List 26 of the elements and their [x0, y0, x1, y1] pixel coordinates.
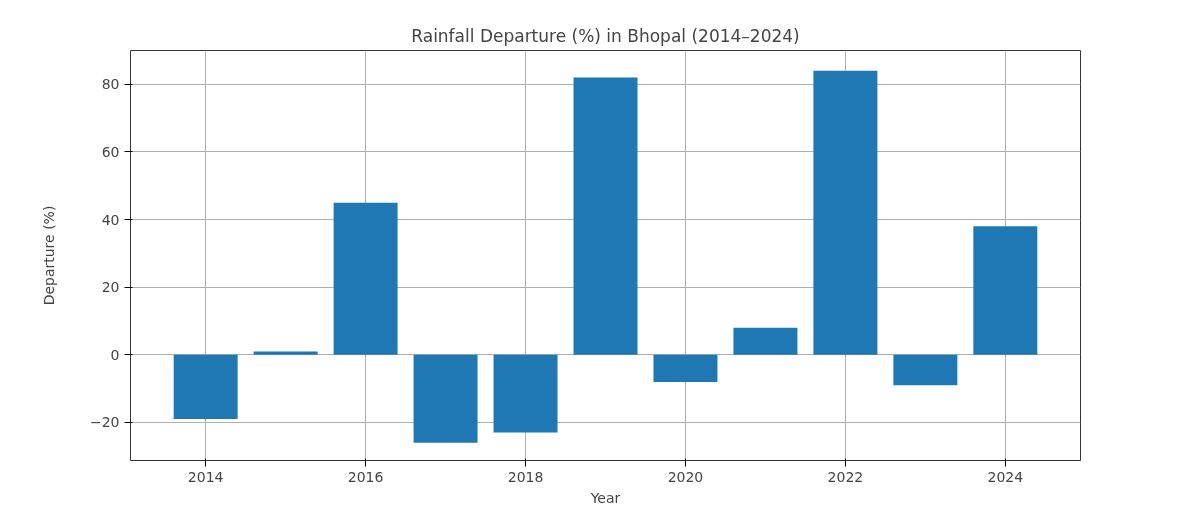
y-axis-title: Departure (%) [40, 205, 57, 306]
y-tick-label: 40 [101, 211, 120, 228]
bar [893, 354, 958, 386]
bar [253, 351, 318, 355]
y-tick-label: 60 [101, 143, 120, 160]
bar [573, 77, 638, 355]
x-tick-label: 2024 [987, 468, 1024, 485]
x-tick-label: 2016 [347, 468, 384, 485]
bar [653, 354, 718, 382]
bar [973, 226, 1038, 355]
bar [493, 354, 558, 433]
bar [733, 327, 798, 355]
x-tick-label: 2014 [187, 468, 224, 485]
x-axis-title: Year [589, 489, 621, 506]
y-tick-label: 80 [101, 76, 120, 93]
bar [813, 70, 878, 355]
bar [173, 354, 238, 420]
bar [413, 354, 478, 443]
y-tick-label: 20 [101, 279, 120, 296]
x-tick-label: 2020 [667, 468, 704, 485]
bar [333, 202, 398, 355]
y-tick-label: 0 [110, 346, 120, 363]
chart-title: Rainfall Departure (%) in Bhopal (2014–2024) [411, 25, 800, 46]
y-tick-label: −20 [89, 414, 120, 431]
x-tick-label: 2018 [507, 468, 544, 485]
x-tick-label: 2022 [827, 468, 864, 485]
